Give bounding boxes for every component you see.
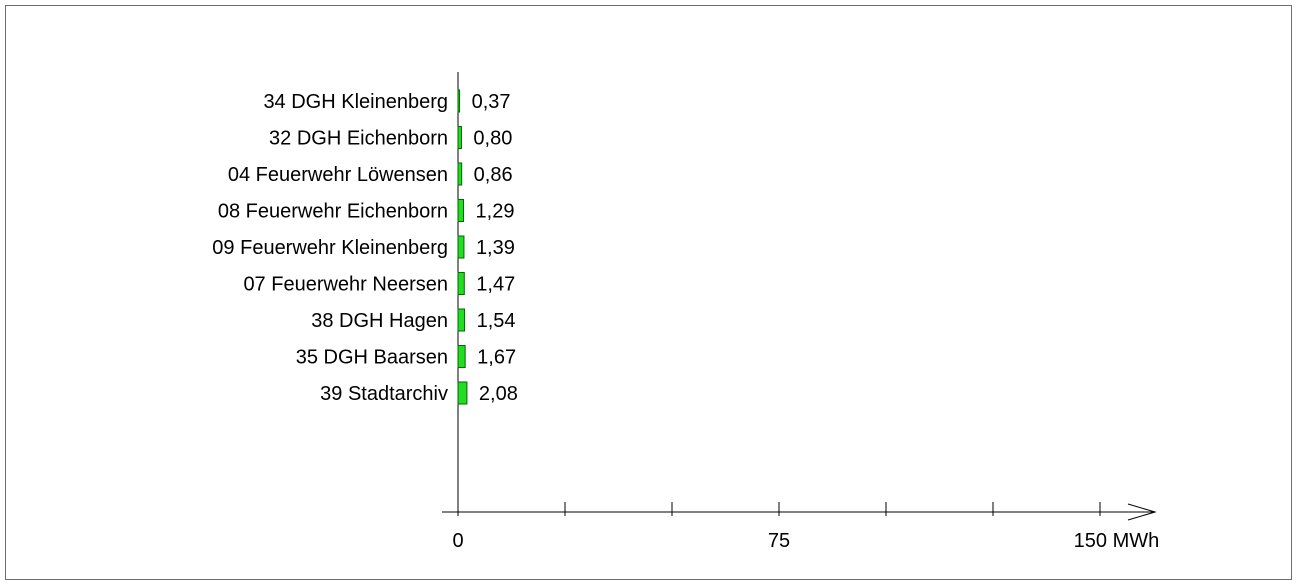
value-label: 1,67 <box>477 347 516 369</box>
bar <box>457 345 466 368</box>
category-label: 34 DGH Kleinenberg <box>263 91 448 113</box>
value-label: 1,54 <box>477 310 516 332</box>
x-tick-label: 0 <box>452 530 463 552</box>
category-label: 07 Feuerwehr Neersen <box>243 274 448 296</box>
category-axis: 34 DGH Kleinenberg 32 DGH Eichenborn 04 Fe… <box>212 72 459 516</box>
value-label: 1,29 <box>476 201 515 223</box>
value-label: 0,37 <box>472 91 511 113</box>
value-labels: 0,37 0,80 0,86 1,29 1,39 1,47 1,54 1,67 2,08 <box>472 91 518 405</box>
value-label: 0,86 <box>474 164 513 186</box>
x-tick-label: 150 MWh <box>1074 530 1160 552</box>
bar <box>457 199 465 222</box>
bar <box>457 162 463 186</box>
value-label: 1,39 <box>476 237 515 259</box>
bar <box>457 235 465 259</box>
category-label: 09 Feuerwehr Kleinenberg <box>212 237 448 259</box>
category-label: 32 DGH Eichenborn <box>269 128 448 150</box>
bar <box>457 126 462 149</box>
category-label: 08 Feuerwehr Eichenborn <box>218 201 448 223</box>
bars <box>457 89 468 405</box>
value-label: 2,08 <box>479 383 518 405</box>
bar <box>457 381 468 405</box>
chart-frame <box>5 5 1292 580</box>
x-tick-label: 75 <box>768 530 790 552</box>
x-axis-arrow <box>1127 503 1157 521</box>
category-label: 04 Feuerwehr Löwensen <box>228 164 448 186</box>
x-axis: 0 75 150 MWh <box>442 502 1159 552</box>
value-label: 1,47 <box>476 274 515 296</box>
category-label: 35 DGH Baarsen <box>296 347 448 369</box>
bar <box>457 308 466 332</box>
value-label: 0,80 <box>473 128 512 150</box>
category-label: 38 DGH Hagen <box>311 310 448 332</box>
bar <box>457 89 461 113</box>
category-label: 39 Stadtarchiv <box>320 383 448 405</box>
bar <box>457 272 465 295</box>
